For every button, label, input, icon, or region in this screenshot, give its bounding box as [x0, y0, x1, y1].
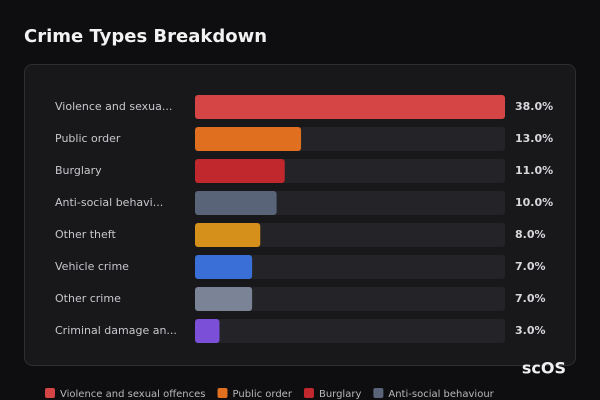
bar-track: [195, 287, 505, 311]
value-label: 38.0%: [515, 100, 553, 113]
legend-label: Anti-social behaviour: [388, 389, 494, 400]
value-label: 13.0%: [515, 132, 553, 145]
bar-track: [195, 319, 505, 343]
legend-label: Burglary: [319, 389, 361, 400]
legend-label: Violence and sexual offences: [60, 389, 206, 400]
bar: [195, 159, 285, 183]
bar: [195, 319, 220, 343]
category-label: Other theft: [55, 228, 116, 241]
legend-label: Public order: [233, 389, 293, 400]
category-label: Vehicle crime: [55, 260, 129, 273]
bar-track: [195, 223, 505, 247]
value-label: 10.0%: [515, 196, 553, 209]
legend-swatch: [45, 388, 55, 398]
category-label: Violence and sexua...: [55, 100, 172, 113]
bar: [195, 287, 253, 311]
value-label: 3.0%: [515, 324, 546, 337]
value-label: 11.0%: [515, 164, 553, 177]
category-label: Criminal damage an...: [55, 324, 177, 337]
bar: [195, 127, 302, 151]
legend-swatch: [217, 388, 228, 398]
category-label: Anti-social behavi...: [55, 196, 163, 209]
bar: [195, 223, 261, 247]
legend-swatch: [303, 388, 314, 398]
category-label: Other crime: [55, 292, 121, 305]
legend-swatch: [373, 388, 384, 398]
bar: [195, 95, 505, 119]
category-label: Burglary: [55, 164, 102, 177]
bar: [195, 255, 253, 279]
chart-title: Crime Types Breakdown: [24, 26, 267, 47]
bar-track: [195, 255, 505, 279]
bar: [195, 191, 277, 215]
value-label: 8.0%: [515, 228, 546, 241]
category-label: Public order: [55, 132, 121, 145]
value-label: 7.0%: [515, 292, 546, 305]
value-label: 7.0%: [515, 260, 546, 273]
watermark: scOS: [522, 359, 566, 378]
